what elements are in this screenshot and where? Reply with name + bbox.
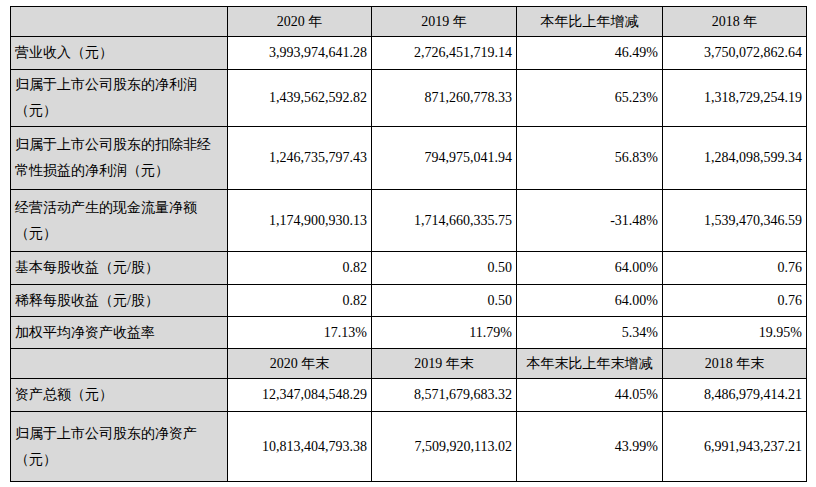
- table-row-net-assets: 归属于上市公司股东的净资产（元） 10,813,404,793.38 7,509…: [11, 412, 807, 482]
- value-2019: 2,726,451,719.14: [372, 37, 517, 70]
- value-change: 64.00%: [517, 285, 663, 317]
- value-change: 43.99%: [517, 412, 663, 482]
- value-2019: 0.50: [372, 285, 517, 317]
- column-header-yoy-change: 本年比上年增减: [517, 7, 663, 37]
- column-header-2020-end: 2020 年末: [228, 349, 372, 379]
- header-corner-cell: [11, 7, 228, 37]
- value-2020: 12,347,084,548.29: [228, 379, 372, 412]
- value-2019: 8,571,679,683.32: [372, 379, 517, 412]
- document-page: 2020 年 2019 年 本年比上年增减 2018 年 营业收入（元） 3,9…: [0, 0, 816, 487]
- row-label: 资产总额（元）: [11, 379, 228, 412]
- column-header-yoy-end-change: 本年末比上年末增减: [517, 349, 663, 379]
- table-row-net-profit-excl-nonrecurring: 归属于上市公司股东的扣除非经常性损益的净利润（元） 1,246,735,797.…: [11, 127, 807, 190]
- row-label: 归属于上市公司股东的净资产（元）: [11, 412, 228, 482]
- value-change: 56.83%: [517, 127, 663, 190]
- value-2019: 11.79%: [372, 317, 517, 349]
- table-row-operating-revenue: 营业收入（元） 3,993,974,641.28 2,726,451,719.1…: [11, 37, 807, 70]
- table-row-operating-cash-flow: 经营活动产生的现金流量净额（元） 1,174,900,930.13 1,714,…: [11, 190, 807, 252]
- value-change: -31.48%: [517, 190, 663, 252]
- financial-summary-table: 2020 年 2019 年 本年比上年增减 2018 年 营业收入（元） 3,9…: [10, 6, 807, 482]
- column-header-2019-end: 2019 年末: [372, 349, 517, 379]
- row-label: 营业收入（元）: [11, 37, 228, 70]
- value-2020: 1,439,562,592.82: [228, 70, 372, 127]
- column-header-2020: 2020 年: [228, 7, 372, 37]
- value-change: 65.23%: [517, 70, 663, 127]
- table-row-diluted-eps: 稀释每股收益（元/股） 0.82 0.50 64.00% 0.76: [11, 285, 807, 317]
- table-row-total-assets: 资产总额（元） 12,347,084,548.29 8,571,679,683.…: [11, 379, 807, 412]
- table-header-year-end: 2020 年末 2019 年末 本年末比上年末增减 2018 年末: [11, 349, 807, 379]
- column-header-2019: 2019 年: [372, 7, 517, 37]
- table-header-annual: 2020 年 2019 年 本年比上年增减 2018 年: [11, 7, 807, 37]
- row-label: 归属于上市公司股东的净利润（元）: [11, 70, 228, 127]
- value-2020: 0.82: [228, 285, 372, 317]
- value-2019: 871,260,778.33: [372, 70, 517, 127]
- value-2020: 1,246,735,797.43: [228, 127, 372, 190]
- column-header-2018: 2018 年: [663, 7, 807, 37]
- value-2018: 1,284,098,599.34: [663, 127, 807, 190]
- value-2018: 8,486,979,414.21: [663, 379, 807, 412]
- header-corner-cell: [11, 349, 228, 379]
- value-2020: 0.82: [228, 252, 372, 285]
- row-label: 稀释每股收益（元/股）: [11, 285, 228, 317]
- table-row-net-profit: 归属于上市公司股东的净利润（元） 1,439,562,592.82 871,26…: [11, 70, 807, 127]
- row-label: 经营活动产生的现金流量净额（元）: [11, 190, 228, 252]
- value-2018: 3,750,072,862.64: [663, 37, 807, 70]
- value-change: 5.34%: [517, 317, 663, 349]
- value-2020: 3,993,974,641.28: [228, 37, 372, 70]
- value-2019: 7,509,920,113.02: [372, 412, 517, 482]
- value-2018: 0.76: [663, 252, 807, 285]
- row-label: 基本每股收益（元/股）: [11, 252, 228, 285]
- value-2019: 794,975,041.94: [372, 127, 517, 190]
- table-row-weighted-avg-roe: 加权平均净资产收益率 17.13% 11.79% 5.34% 19.95%: [11, 317, 807, 349]
- column-header-2018-end: 2018 年末: [663, 349, 807, 379]
- value-2018: 6,991,943,237.21: [663, 412, 807, 482]
- value-2020: 1,174,900,930.13: [228, 190, 372, 252]
- value-2018: 1,539,470,346.59: [663, 190, 807, 252]
- value-2018: 0.76: [663, 285, 807, 317]
- value-2018: 1,318,729,254.19: [663, 70, 807, 127]
- value-2019: 0.50: [372, 252, 517, 285]
- value-change: 64.00%: [517, 252, 663, 285]
- value-2019: 1,714,660,335.75: [372, 190, 517, 252]
- value-change: 46.49%: [517, 37, 663, 70]
- value-2020: 17.13%: [228, 317, 372, 349]
- row-label: 归属于上市公司股东的扣除非经常性损益的净利润（元）: [11, 127, 228, 190]
- value-2020: 10,813,404,793.38: [228, 412, 372, 482]
- value-2018: 19.95%: [663, 317, 807, 349]
- value-change: 44.05%: [517, 379, 663, 412]
- row-label: 加权平均净资产收益率: [11, 317, 228, 349]
- table-row-basic-eps: 基本每股收益（元/股） 0.82 0.50 64.00% 0.76: [11, 252, 807, 285]
